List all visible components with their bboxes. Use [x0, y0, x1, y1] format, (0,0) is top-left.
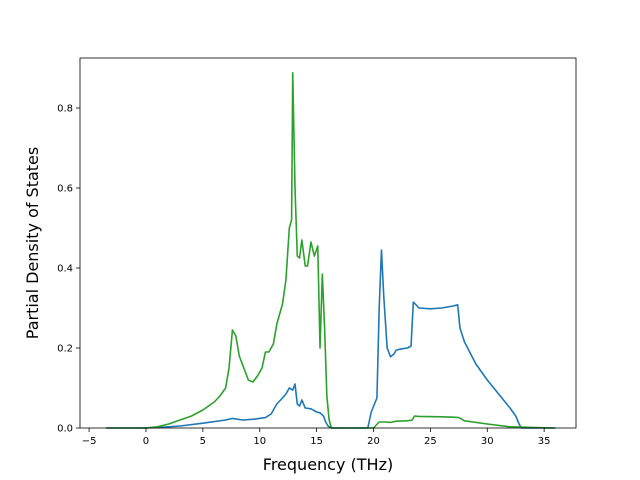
- y-tick-label: 0.6: [57, 184, 73, 195]
- x-axis: −5 0 5 10 15 20 25 30 35: [82, 428, 551, 447]
- x-tick-label: 20: [367, 436, 380, 447]
- x-tick-label: 10: [253, 436, 266, 447]
- x-tick-label: 30: [481, 436, 494, 447]
- y-tick-label: 0.4: [57, 264, 73, 275]
- y-axis: 0.0 0.2 0.4 0.6 0.8: [57, 104, 80, 435]
- x-axis-title: Frequency (THz): [263, 455, 393, 474]
- plot-background: [80, 58, 576, 428]
- y-tick-label: 0.8: [57, 104, 73, 115]
- x-tick-label: −5: [82, 436, 97, 447]
- x-tick-label: 5: [200, 436, 206, 447]
- plot-frame: [79, 57, 577, 429]
- y-tick-label: 0.2: [57, 344, 73, 355]
- x-tick-label: 35: [538, 436, 551, 447]
- series-line-2: [106, 72, 554, 429]
- x-tick-label: 15: [310, 436, 323, 447]
- x-tick-label: 0: [143, 436, 149, 447]
- y-axis-title: Partial Density of States: [23, 147, 42, 339]
- y-tick-label: 0.0: [57, 424, 73, 435]
- x-tick-label: 25: [424, 436, 437, 447]
